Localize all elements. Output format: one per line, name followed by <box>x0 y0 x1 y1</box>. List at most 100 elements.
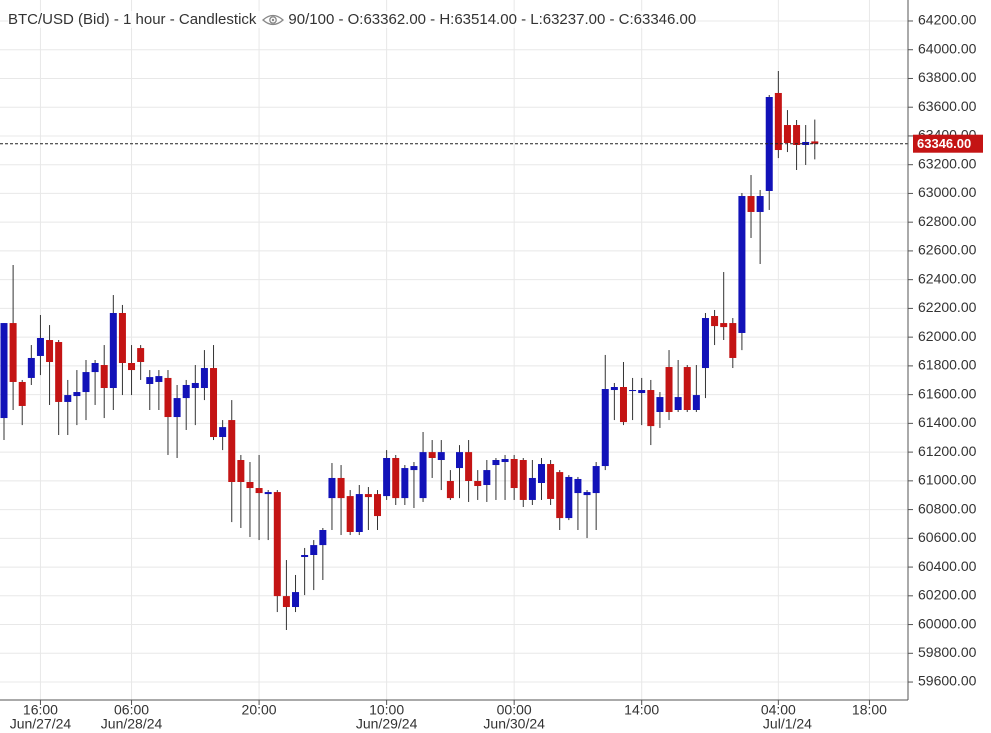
y-tick-label: 64200.00 <box>918 12 977 28</box>
chart-title: BTC/USD (Bid) - 1 hour - Candlestick <box>8 11 257 28</box>
candle-body <box>456 452 463 469</box>
candle-body <box>73 392 81 397</box>
candle-body <box>91 363 99 373</box>
candle-body <box>583 492 591 496</box>
candle-body <box>446 480 454 499</box>
candle-body <box>328 477 336 499</box>
candle-body <box>109 312 117 389</box>
candle-body <box>501 459 509 463</box>
candle-body <box>629 390 637 392</box>
candle-body <box>128 363 136 371</box>
candle-body <box>364 494 372 498</box>
candle-body <box>647 390 655 427</box>
candle-body <box>9 323 17 382</box>
y-tick-label: 62800.00 <box>918 213 977 229</box>
candle-body <box>747 196 755 212</box>
y-tick-label: 63000.00 <box>918 184 977 200</box>
candle-body <box>200 368 208 389</box>
candle-body <box>337 477 345 499</box>
candle-body <box>720 323 728 328</box>
candle-body <box>665 367 673 413</box>
candle-body <box>492 460 500 466</box>
candle-body <box>255 488 263 494</box>
candle-body <box>301 554 309 558</box>
candle-body <box>692 395 700 410</box>
candle-body <box>528 477 536 500</box>
y-tick-label: 62400.00 <box>918 270 977 286</box>
candle-body <box>601 389 609 467</box>
candle-body <box>319 529 327 546</box>
candle-body <box>228 420 236 482</box>
candle-body <box>774 92 782 151</box>
y-tick-label: 62000.00 <box>918 328 977 344</box>
x-date-label: Jun/27/24 <box>10 716 72 732</box>
candle-body <box>18 381 26 406</box>
candle-body <box>100 365 108 389</box>
y-tick-label: 61000.00 <box>918 472 977 488</box>
candle-body <box>374 494 382 517</box>
candle-body <box>355 494 363 533</box>
candle-body <box>437 452 445 461</box>
candle-body <box>383 457 391 497</box>
candle-body <box>173 398 181 418</box>
candle-body <box>118 312 126 364</box>
candle-body <box>401 468 409 499</box>
candle-body <box>210 368 218 438</box>
candle-body <box>264 492 272 495</box>
candle-body <box>64 395 72 402</box>
x-date-label: Jun/28/24 <box>101 716 163 732</box>
candle-body <box>55 342 63 402</box>
x-tick-label: 04:00 <box>761 702 796 718</box>
eye-icon[interactable] <box>262 13 285 27</box>
candle-body <box>246 481 254 489</box>
y-tick-label: 63200.00 <box>918 155 977 171</box>
candle-body <box>146 377 154 384</box>
y-tick-label: 60800.00 <box>918 500 977 516</box>
x-date-label: Jun/30/24 <box>483 716 545 732</box>
y-tick-label: 60400.00 <box>918 558 977 574</box>
candle-body <box>273 492 281 597</box>
candle-body <box>783 125 791 143</box>
x-tick-label: 00:00 <box>497 702 532 718</box>
y-tick-label: 59800.00 <box>918 644 977 660</box>
candle-body <box>428 452 436 458</box>
candle-body <box>483 470 491 486</box>
candle-body <box>46 340 54 362</box>
candle-body <box>474 480 482 487</box>
candle-body <box>638 390 646 394</box>
candle-body <box>537 464 545 484</box>
candle-body <box>155 376 163 382</box>
candle-body <box>811 141 819 144</box>
candle-body <box>565 476 573 519</box>
x-tick-label: 18:00 <box>852 702 887 718</box>
candle-body <box>619 387 627 423</box>
candle-body <box>738 196 746 333</box>
y-tick-label: 63600.00 <box>918 98 977 114</box>
x-tick-label: 14:00 <box>624 702 659 718</box>
candle-body <box>237 460 245 482</box>
candle-body <box>419 452 427 499</box>
candle-body <box>547 464 555 499</box>
x-date-label: Jun/29/24 <box>356 716 418 732</box>
candle-body <box>182 384 190 399</box>
y-tick-label: 61600.00 <box>918 385 977 401</box>
y-tick-label: 62600.00 <box>918 242 977 258</box>
candle-body <box>137 348 145 362</box>
candle-body <box>82 372 90 393</box>
candle-body <box>592 466 600 494</box>
candle-body <box>756 196 764 212</box>
candle-body <box>164 377 172 418</box>
x-tick-label: 06:00 <box>114 702 149 718</box>
candle-body <box>191 382 199 389</box>
candle-body <box>27 357 35 378</box>
y-tick-label: 61400.00 <box>918 414 977 430</box>
last-price-label: 63346.00 <box>917 136 971 151</box>
candle-body <box>793 125 801 146</box>
candle-body <box>674 397 682 410</box>
y-tick-label: 63800.00 <box>918 69 977 85</box>
last-price-box <box>913 134 983 153</box>
candle-body <box>556 472 564 519</box>
y-tick-label: 62200.00 <box>918 299 977 315</box>
